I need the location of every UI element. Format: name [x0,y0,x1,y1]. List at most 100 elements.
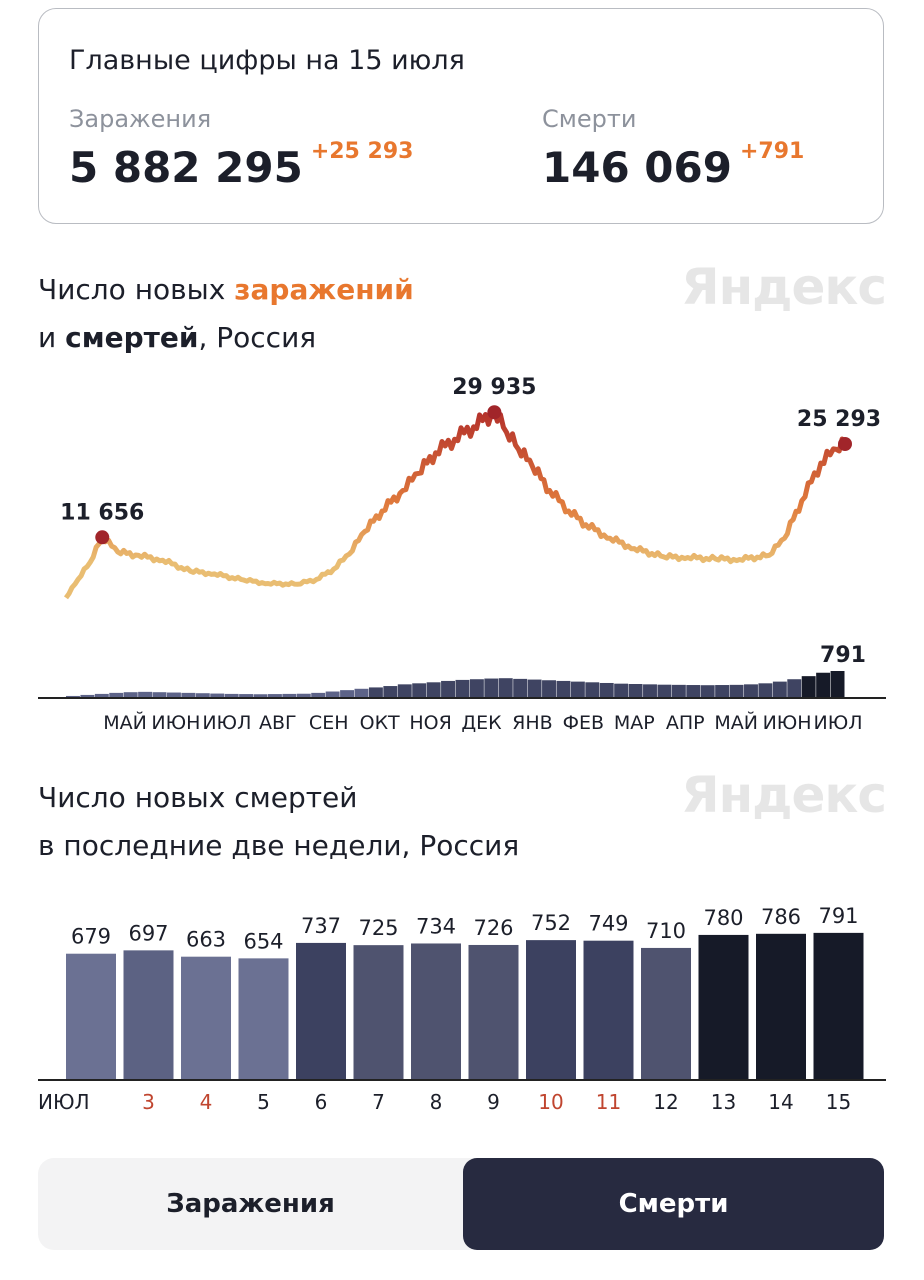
metric-toggle: Заражения Смерти [38,1158,884,1250]
death-mini-bar [657,684,672,698]
death-mini-bar [801,676,816,698]
title-part: , Россия [198,321,317,354]
death-mini-bar [224,693,239,698]
month-tick-label: МАР [614,712,655,734]
title-part: Число новых [38,273,235,306]
bar-value-label: 737 [301,914,341,938]
peak-label: 25 293 [797,407,881,432]
title-line: в последние две недели, Россия [38,829,520,862]
death-mini-bar [599,682,614,698]
death-mini-bar [166,692,181,698]
death-mini-bar [66,695,80,698]
death-mini-bar [195,693,210,698]
month-tick-label: ИЮН [151,712,200,734]
death-bar [238,958,289,1080]
bar-value-label: 786 [761,905,801,929]
death-mini-bar [585,682,600,698]
death-bar [698,934,749,1080]
death-mini-bar [80,694,95,698]
death-mini-bar [671,684,686,698]
bar-value-label: 710 [646,919,686,943]
month-tick-label: ИЮЛ [813,712,862,734]
death-bar [641,947,691,1080]
death-mini-bar [123,692,138,698]
bar-value-label: 679 [71,925,111,949]
death-mini-bar [397,684,412,698]
bar-category-label: 15 [826,1090,851,1114]
bar-value-label: 752 [531,911,571,935]
death-mini-bar [239,694,254,698]
peak-marker [95,530,110,545]
month-tick-label: ДЕК [461,712,502,734]
bar-category-label: 7 [372,1090,385,1114]
death-mini-bar [686,685,701,698]
bar-chart-title: Число новых смертей в последние две неде… [38,774,519,870]
yandex-logo: Яндекс [681,766,887,824]
death-mini-bar [181,692,196,698]
month-tick-label: СЕН [309,712,349,734]
death-bar [66,953,116,1080]
month-tick-label: ИЮЛ [202,712,251,734]
death-mini-bar [715,685,730,698]
death-mini-bar [210,693,225,698]
bar-category-label: 14 [768,1090,793,1114]
death-bar [181,956,231,1080]
death-mini-bar [513,678,528,698]
death-mini-bar [570,681,585,698]
title-part: и [38,321,66,354]
toggle-deaths-button[interactable]: Смерти [463,1158,884,1250]
death-mini-bar [368,687,383,698]
summary-card: Главные цифры на 15 июля Заражения 5 882… [38,8,884,224]
line-chart-title: Число новых заражений и смертей, Россия [38,266,414,362]
peak-label: 11 656 [60,500,144,525]
month-tick-label: МАЙ [103,711,147,734]
death-mini-bar [758,683,773,698]
bar-value-label: 780 [703,906,743,930]
death-mini-bar [138,691,153,698]
death-mini-bar [412,683,427,698]
death-mini-bar [729,684,744,698]
bar-category-label: 8 [430,1090,443,1114]
title-line: Число новых смертей [38,781,358,814]
death-mini-bar [816,672,831,698]
bar-value-label: 791 [818,904,858,928]
bar-category-label: 3 [142,1090,155,1114]
bar-category-label: 6 [315,1090,328,1114]
bar-value-label: 734 [416,914,456,938]
peak-marker [487,405,502,420]
death-mini-bar [325,691,340,698]
month-tick-label: АВГ [259,712,297,734]
death-mini-bar [340,690,355,698]
bar-category-label: 12 [653,1090,678,1114]
deaths-stat: Смерти 146 069 +791 [542,105,804,192]
bar-value-label: 726 [473,916,513,940]
month-tick-label: ИЮН [763,712,812,734]
death-mini-bar [354,688,369,698]
death-mini-bar [311,692,326,698]
death-mini-bar [787,679,802,698]
deaths-mini-label: 791 [820,643,866,668]
title-part-cases: заражений [234,273,414,306]
cases-label: Заражения [69,105,212,133]
month-tick-label: НОЯ [409,712,451,734]
death-mini-bar [152,692,167,698]
death-mini-bar [94,693,109,698]
yandex-logo: Яндекс [681,258,887,316]
death-mini-bar [383,686,398,698]
deaths-label: Смерти [542,105,637,133]
toggle-cases-button[interactable]: Заражения [166,1189,335,1219]
bar-value-label: 663 [186,928,226,952]
bar-category-label: 10 [538,1090,563,1114]
death-mini-bar [267,694,282,698]
cases-stat: Заражения 5 882 295 +25 293 [69,105,413,192]
death-mini-bar [614,683,629,698]
death-mini-bar [527,679,542,698]
bar-value-label: 654 [243,929,283,953]
cases-value: 5 882 295 [69,143,303,192]
death-mini-bar [498,678,513,698]
death-mini-bar [643,684,657,698]
death-mini-bar [282,693,297,698]
bar-value-label: 725 [358,916,398,940]
title-part-deaths: смертей [65,321,199,354]
